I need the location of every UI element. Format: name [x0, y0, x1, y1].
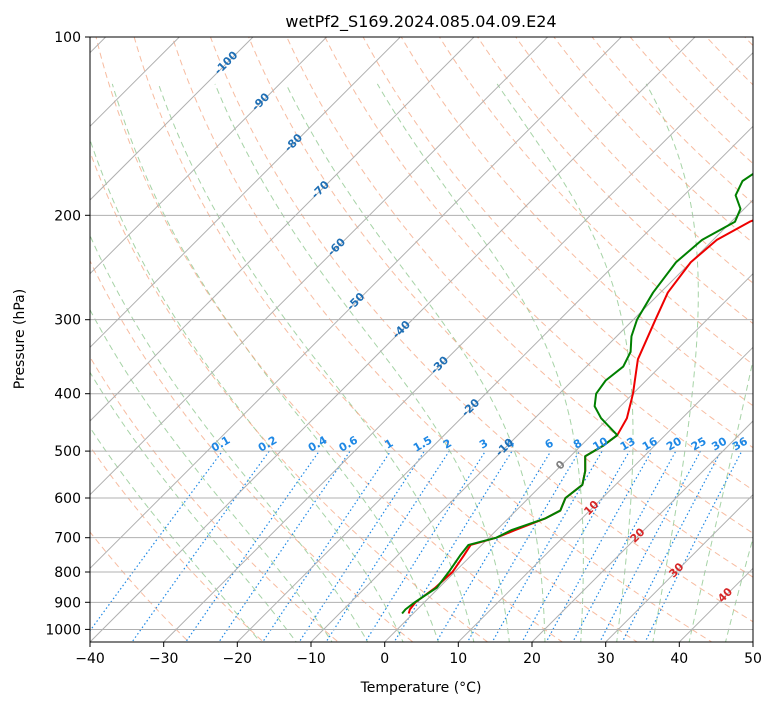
y-tick-label: 300 [54, 313, 81, 329]
moist-adiabat-line [90, 138, 404, 642]
isotherm-line [90, 37, 254, 201]
dry-adiabat-line [324, 37, 753, 491]
isotherm-line [90, 37, 328, 275]
chart-title: wetPf2_S169.2024.085.04.09.E24 [285, 12, 556, 32]
mixing-ratio-line [466, 450, 580, 642]
isotherm-line [162, 51, 753, 642]
mixing-ratio-line [185, 450, 320, 642]
moist-adiabat-line [285, 83, 546, 642]
isotherm-line [531, 420, 753, 642]
y-axis-ticks: 1000 900 800 700 600 500 400 300 200 100 [45, 30, 90, 638]
mixing-ratio-line [262, 450, 392, 642]
moist-adiabat-line [645, 83, 699, 642]
dry-adiabat-line [209, 37, 753, 623]
mixing-ratio-lines [90, 450, 743, 642]
moist-adiabat-line [214, 83, 510, 642]
isotherm-line [90, 37, 549, 496]
temperature-profile-line [407, 219, 753, 614]
isobar-gridlines [90, 37, 753, 630]
dry-adiabat-line [133, 37, 638, 642]
mixing-ratio-line [435, 450, 552, 642]
sounding-profiles [401, 172, 753, 615]
plot-frame [89, 36, 754, 643]
isotherm-line [604, 493, 753, 642]
mixing-ratio-line [325, 450, 450, 642]
dry-adiabat-line [95, 37, 564, 642]
x-tick-label: −10 [296, 651, 326, 667]
dry-adiabat-line [90, 531, 190, 642]
y-tick-label: 700 [54, 531, 81, 547]
isotherm-line [310, 199, 753, 642]
y-tick-label: 200 [54, 208, 81, 224]
moist-adiabat-line [158, 83, 475, 642]
moist-adiabat-line [376, 83, 584, 642]
mixing-ratio-line [218, 450, 351, 642]
x-axis-ticks: −40 −30 −20 −10 0 10 20 30 40 50 [75, 642, 762, 667]
x-tick-label: 20 [523, 651, 541, 667]
dry-adiabat-line [515, 37, 753, 284]
moist-adiabat-line [111, 83, 439, 642]
dry-adiabat-line [591, 37, 753, 204]
y-tick-label: 500 [54, 444, 81, 460]
dry-adiabat-line [90, 259, 414, 642]
dry-adiabat-line [362, 37, 753, 449]
isotherms [90, 37, 753, 642]
y-tick-label: 800 [54, 565, 81, 581]
dry-adiabat-line [90, 356, 340, 642]
isotherm-line [90, 37, 623, 570]
y-tick-label: 400 [54, 387, 81, 403]
y-axis-label: Pressure (hPa) [12, 289, 28, 389]
mixing-ratio-line [131, 450, 270, 642]
mixing-ratio-line [298, 450, 425, 642]
x-tick-label: 0 [380, 651, 389, 667]
isotherm-line [383, 272, 753, 642]
mixing-ratio-line [545, 450, 653, 642]
x-tick-label: −20 [223, 651, 253, 667]
isotherm-line [457, 346, 753, 642]
dry-adiabat-line [286, 37, 753, 534]
plot-area: 0.1 0.2 0.4 0.6 1 1.5 2 3 4 6 8 10 13 16 20 25 30 36-100-… [90, 37, 753, 642]
isotherm-line [236, 125, 753, 642]
x-axis-label: Temperature (°C) [360, 680, 482, 696]
dry-adiabat-line [248, 37, 753, 578]
moist-adiabat-line [90, 371, 297, 642]
moist-adiabat-line [90, 308, 333, 642]
dry-adiabat-line [400, 37, 753, 407]
isotherm-line [90, 37, 402, 349]
moist-adiabat-line [725, 536, 753, 642]
dry-adiabats [90, 37, 753, 642]
x-tick-label: −30 [149, 651, 179, 667]
x-tick-label: 50 [744, 651, 762, 667]
moist-adiabat-line [90, 426, 261, 642]
moist-adiabat-line [688, 357, 753, 642]
y-tick-label: 900 [54, 595, 81, 611]
x-tick-label: 30 [597, 651, 615, 667]
dry-adiabat-line [171, 37, 713, 642]
y-tick-label: 100 [54, 30, 81, 46]
mixing-ratio-line [644, 450, 743, 642]
isotherm-line [90, 37, 696, 642]
dry-adiabat-line [553, 37, 753, 244]
y-tick-label: 1000 [45, 622, 81, 638]
dewpoint-profile-line [401, 172, 753, 615]
y-tick-label: 600 [54, 491, 81, 507]
x-tick-label: −40 [75, 651, 105, 667]
isotherm-line [90, 37, 475, 422]
x-tick-label: 40 [670, 651, 688, 667]
mixing-ratio-line [491, 450, 603, 642]
moist-adiabat-line [496, 83, 634, 642]
x-tick-label: 10 [449, 651, 467, 667]
moist-adiabats [90, 83, 753, 642]
